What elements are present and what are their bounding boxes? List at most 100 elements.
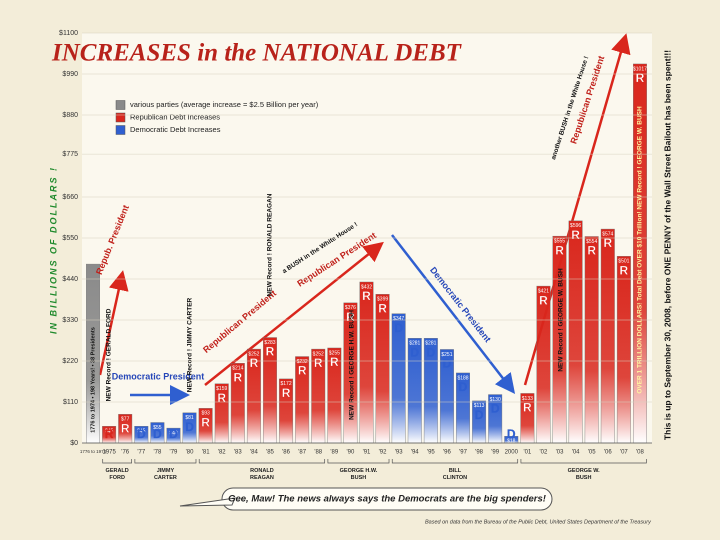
value-label: $281 — [425, 341, 436, 347]
value-label: $93 — [201, 411, 210, 417]
value-label: $574 — [602, 231, 613, 237]
x-tick-label: '94 — [411, 450, 419, 456]
y-tick-label: $775 — [62, 151, 78, 158]
legend-swatch — [115, 100, 126, 110]
value-label: $421 — [538, 288, 549, 294]
president-bracket — [391, 459, 519, 464]
bar — [375, 294, 390, 444]
party-letter: R — [362, 289, 371, 303]
value-label: $281 — [409, 341, 420, 347]
president-bracket — [134, 459, 197, 464]
party-letter: D — [459, 380, 468, 394]
y-tick-label: $0 — [70, 440, 78, 447]
arrow — [391, 234, 516, 394]
x-tick-label: '92 — [379, 450, 387, 456]
value-label: $376 — [345, 305, 356, 311]
x-tick-label: '78 — [153, 450, 161, 456]
party-letter: R — [266, 345, 275, 359]
president-bracket — [198, 459, 326, 464]
value-label: $133 — [522, 396, 533, 402]
bar — [584, 236, 599, 444]
value-label: $18 — [507, 439, 516, 445]
y-tick-label: $990 — [62, 71, 78, 78]
value-label: $55 — [153, 425, 162, 431]
x-tick-label: '01 — [523, 450, 531, 456]
party-letter: R — [539, 293, 548, 307]
x-tick-label: '06 — [604, 450, 612, 456]
value-label: $45 — [105, 429, 114, 435]
arrow — [204, 241, 384, 386]
party-letter: R — [330, 355, 339, 369]
party-letter: R — [314, 356, 323, 370]
annotation: NEW Record ! JIMMY CARTER — [187, 297, 194, 392]
value-label: $554 — [586, 239, 597, 245]
source-note: Based on data from the Bureau of the Pub… — [425, 519, 652, 525]
x-tick-label: '90 — [347, 450, 355, 456]
x-tick-label: '08 — [636, 450, 644, 456]
legend-label: Republican Debt Increases — [130, 112, 220, 121]
party-letter: R — [587, 244, 596, 258]
x-tick-label: '96 — [443, 450, 451, 456]
bar — [359, 281, 374, 444]
party-letter: R — [121, 421, 130, 435]
party-letter: R — [105, 427, 114, 441]
annotation: OVER 1 TRILLION DOLLARS! Total Debt OVER… — [637, 106, 644, 394]
value-label: $432 — [361, 284, 372, 290]
speech-bubble — [221, 487, 553, 511]
value-label: $45 — [137, 429, 146, 435]
y-tick-label: $660 — [62, 194, 78, 201]
president-bracket — [520, 459, 647, 464]
x-tick-label: '91 — [363, 450, 371, 456]
x-tick-label: '85 — [266, 450, 274, 456]
value-label: $188 — [457, 375, 468, 381]
party-letter: R — [620, 263, 629, 277]
value-label: $77 — [121, 417, 130, 423]
party-letter: D — [137, 427, 146, 441]
value-label: $283 — [264, 340, 275, 346]
x-tick-label: '84 — [250, 450, 258, 456]
party-letter: D — [507, 427, 516, 441]
x-tick-label: '81 — [202, 450, 210, 456]
value-label: $501 — [618, 259, 629, 265]
president-bracket — [327, 459, 390, 464]
value-label: $40 — [169, 430, 178, 436]
value-label: $1017 — [633, 66, 647, 72]
x-tick-label: '95 — [427, 450, 435, 456]
value-label: $159 — [216, 386, 227, 392]
x-tick-label: '05 — [588, 450, 596, 456]
bar — [568, 220, 583, 444]
arrow — [98, 270, 129, 376]
y-tick-label: $440 — [62, 276, 78, 283]
value-label: $596 — [570, 223, 581, 229]
value-label: $81 — [185, 415, 194, 421]
x-tick-label: '98 — [475, 450, 483, 456]
legend-swatch — [115, 112, 126, 123]
value-label: $130 — [490, 397, 501, 403]
value-label: $251 — [441, 352, 452, 358]
annotation: This is up to September 30, 2008, before… — [662, 50, 672, 440]
party-letter: D — [169, 427, 178, 441]
x-tick-label: '99 — [491, 450, 499, 456]
value-label: $214 — [232, 366, 243, 372]
party-letter: R — [346, 310, 355, 324]
y-tick-label: $110 — [63, 399, 78, 406]
president-name: BILL CLINTON — [443, 468, 467, 481]
y-tick-label: $330 — [62, 317, 78, 324]
value-label: $555 — [554, 238, 565, 244]
annotation: NEW Record ! GERALD FORD — [106, 308, 113, 401]
party-letter: R — [298, 364, 307, 378]
x-tick-label: 1975 — [102, 450, 116, 456]
party-letter: D — [491, 402, 500, 416]
value-label: $347 — [393, 316, 404, 322]
y-tick-label: $1100 — [59, 30, 78, 37]
annotation: 1776 to 1974 • 198 Years! • 38 President… — [90, 327, 96, 433]
x-tick-label: '82 — [218, 450, 226, 456]
x-tick-label: '83 — [234, 450, 242, 456]
president-name: GEORGE W. BUSH — [568, 468, 601, 481]
legend-swatch — [115, 125, 126, 135]
speech-text: Gee, Maw! The news always says the Democ… — [228, 494, 546, 505]
party-letter: D — [185, 420, 194, 434]
value-label: $232 — [297, 359, 308, 365]
x-tick-label: '86 — [282, 450, 290, 456]
party-letter: R — [571, 228, 580, 242]
